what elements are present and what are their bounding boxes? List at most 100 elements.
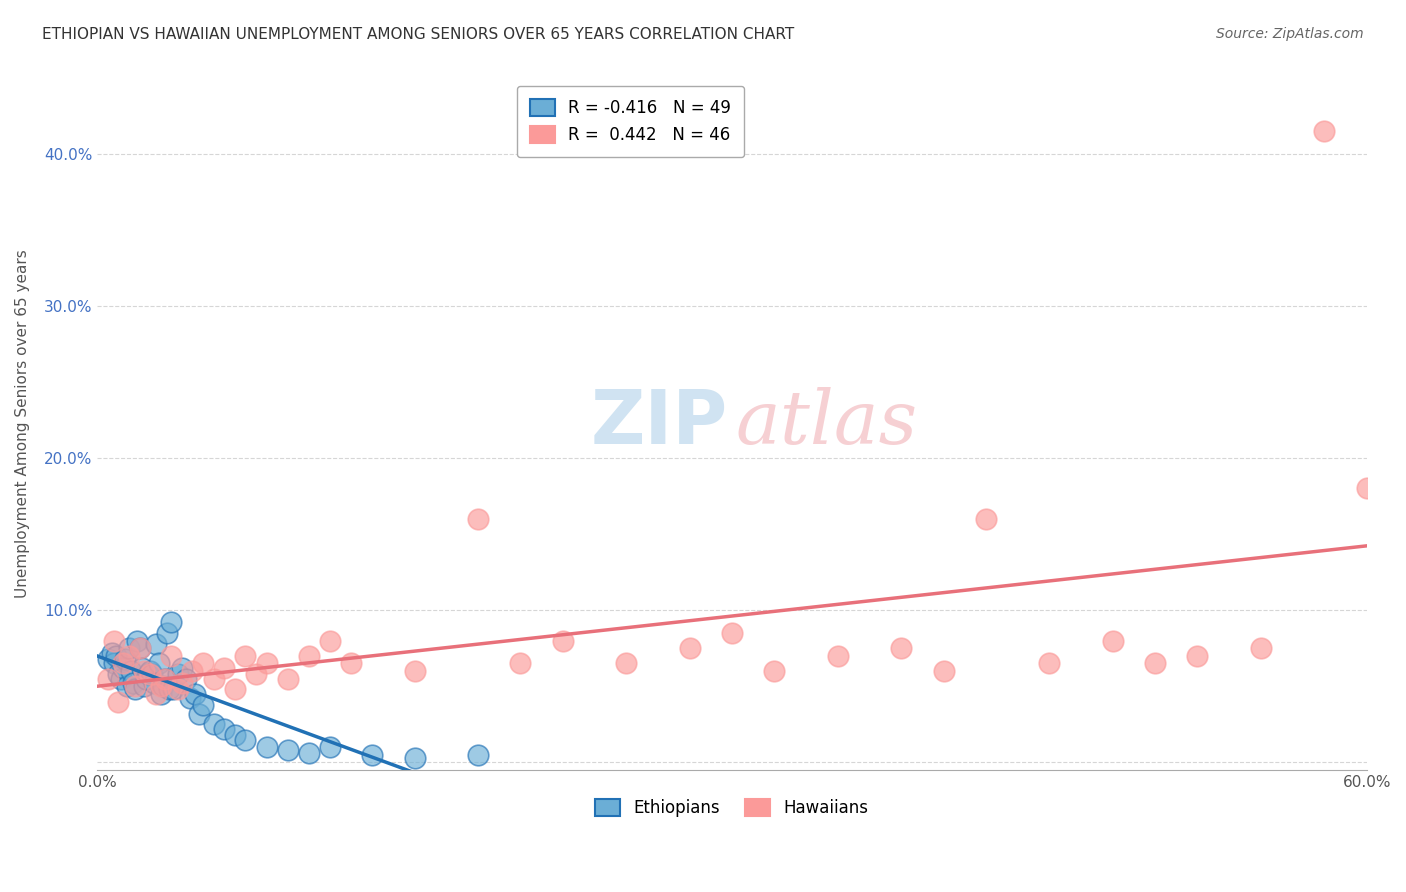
Point [149,687,172,701]
Point [1102,633,1125,648]
Point [1144,657,1167,671]
Y-axis label: Unemployment Among Seniors over 65 years: Unemployment Among Seniors over 65 years [15,250,30,599]
Point [235,732,257,747]
Point [181,664,204,678]
Point [145,687,167,701]
Point [111,657,134,671]
Point [235,648,257,663]
Point [127,633,149,648]
Point [160,648,183,663]
Point [153,672,176,686]
Point [202,672,225,686]
Point [157,682,180,697]
Point [105,648,128,663]
Point [179,691,201,706]
Point [212,661,235,675]
Point [170,676,193,690]
Point [256,657,278,671]
Point [124,679,146,693]
Point [1038,657,1060,671]
Point [174,672,197,686]
Point [132,679,155,693]
Point [118,641,141,656]
Point [124,682,146,697]
Point [467,747,489,762]
Point [122,676,145,690]
Point [974,512,997,526]
Text: atlas: atlas [735,387,918,460]
Point [509,657,531,671]
Point [128,641,150,656]
Point [467,512,489,526]
Point [245,667,267,681]
Point [827,648,849,663]
Point [153,672,176,686]
Point [136,667,159,681]
Point [721,626,744,640]
Point [404,664,426,678]
Point [1355,482,1378,496]
Point [114,652,136,666]
Point [139,664,162,678]
Point [191,657,214,671]
Point [298,648,321,663]
Legend: Ethiopians, Hawaiians: Ethiopians, Hawaiians [589,792,876,824]
Point [679,641,702,656]
Point [148,657,170,671]
Point [224,728,246,742]
Point [115,679,138,693]
Text: Source: ZipAtlas.com: Source: ZipAtlas.com [1216,27,1364,41]
Point [149,679,172,693]
Point [110,672,132,686]
Point [319,633,342,648]
Point [162,682,184,697]
Point [97,672,120,686]
Point [160,615,183,630]
Point [890,641,912,656]
Point [111,661,134,675]
Point [319,740,342,755]
Point [170,661,193,675]
Point [143,676,166,690]
Point [97,652,120,666]
Point [107,694,129,708]
Point [361,747,384,762]
Text: ZIP: ZIP [591,387,728,460]
Text: ETHIOPIAN VS HAWAIIAN UNEMPLOYMENT AMONG SENIORS OVER 65 YEARS CORRELATION CHART: ETHIOPIAN VS HAWAIIAN UNEMPLOYMENT AMONG… [42,27,794,42]
Point [139,667,162,681]
Point [298,746,321,760]
Point [141,667,163,681]
Point [1250,641,1272,656]
Point [1313,124,1336,138]
Point [277,743,299,757]
Point [120,664,142,678]
Point [191,698,214,712]
Point [932,664,955,678]
Point [614,657,637,671]
Point [128,641,150,656]
Point [101,646,124,660]
Point [118,648,141,663]
Point [145,637,167,651]
Point [340,657,363,671]
Point [1187,648,1209,663]
Point [187,706,209,721]
Point [551,633,574,648]
Point [103,657,125,671]
Point [256,740,278,755]
Point [404,751,426,765]
Point [202,717,225,731]
Point [183,687,205,701]
Point [212,722,235,736]
Point [224,682,246,697]
Point [166,667,188,681]
Point [107,667,129,681]
Point [132,664,155,678]
Point [156,626,179,640]
Point [103,633,125,648]
Point [763,664,786,678]
Point [277,672,299,686]
Point [131,661,153,675]
Point [166,682,188,697]
Point [152,679,174,693]
